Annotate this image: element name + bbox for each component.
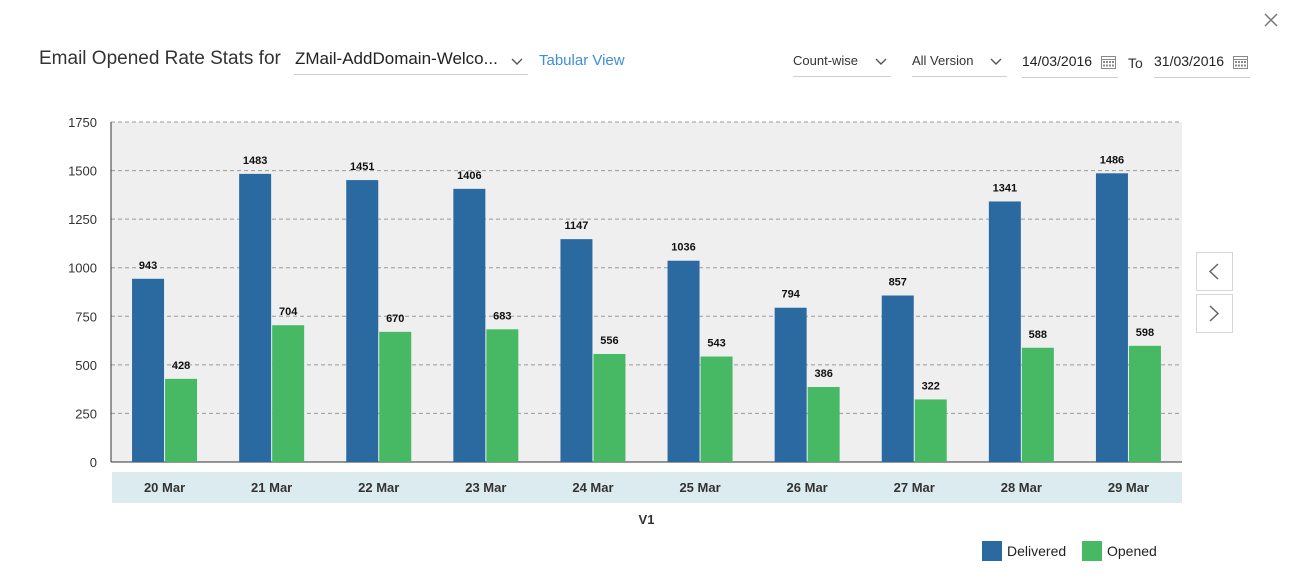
y-tick-label: 500 (75, 358, 97, 373)
y-tick-label: 1250 (68, 212, 97, 227)
bar-delivered (346, 180, 379, 462)
data-label-delivered: 794 (781, 289, 800, 301)
chevron-down-icon (875, 58, 887, 65)
chevron-left-icon (1208, 263, 1219, 280)
plot-area (111, 122, 1182, 462)
close-icon (1264, 13, 1278, 27)
bar-delivered (774, 307, 807, 462)
data-label-delivered: 1341 (993, 182, 1017, 194)
y-tick-label: 1500 (68, 164, 97, 179)
chevron-down-icon (511, 58, 523, 65)
x-tick-label: 27 Mar (894, 480, 935, 495)
bar-opened (272, 325, 305, 462)
bar-delivered (239, 173, 272, 463)
y-tick-label: 250 (75, 406, 97, 421)
legend-swatch-delivered (982, 541, 1002, 561)
tabular-view-link[interactable]: Tabular View (539, 52, 625, 69)
x-tick-label: 26 Mar (787, 480, 828, 495)
chevron-right-icon (1209, 305, 1220, 322)
prev-page-button[interactable] (1196, 252, 1233, 291)
x-axis-title: V1 (639, 512, 655, 527)
y-tick-label: 0 (90, 455, 97, 470)
x-tick-label: 23 Mar (465, 480, 506, 495)
data-label-delivered: 1147 (565, 220, 589, 232)
data-label-opened: 683 (493, 310, 511, 322)
bar-delivered (988, 201, 1021, 462)
legend-label-delivered: Delivered (1007, 543, 1067, 559)
data-label-opened: 556 (600, 335, 618, 347)
mode-select-value: Count-wise (793, 53, 859, 68)
bar-delivered (1095, 173, 1128, 462)
bar-delivered (560, 239, 593, 462)
data-label-opened: 428 (172, 360, 190, 372)
x-tick-label: 20 Mar (144, 480, 185, 495)
y-tick-label: 1750 (68, 115, 97, 130)
from-date-value: 14/03/2016 (1022, 53, 1093, 69)
data-label-opened: 322 (922, 380, 940, 392)
bar-opened (165, 378, 198, 462)
x-tick-label: 21 Mar (251, 480, 292, 495)
data-label-opened: 386 (814, 368, 832, 380)
bar-opened (1021, 347, 1054, 462)
x-tick-label: 28 Mar (1001, 480, 1042, 495)
data-label-delivered: 943 (139, 260, 157, 272)
bar-opened (807, 387, 840, 462)
mode-select[interactable]: Count-wise (793, 48, 891, 77)
next-page-button[interactable] (1196, 294, 1233, 333)
x-axis-band (112, 472, 1182, 503)
to-date-field[interactable]: 31/03/2016 (1154, 48, 1250, 78)
data-label-delivered: 1451 (350, 161, 374, 173)
data-label-opened: 598 (1136, 327, 1154, 339)
data-label-opened: 588 (1029, 329, 1047, 341)
close-button[interactable] (1262, 11, 1280, 29)
bar-opened (593, 353, 626, 462)
data-label-delivered: 1483 (243, 155, 267, 167)
bar-opened (1128, 345, 1161, 462)
x-tick-label: 25 Mar (679, 480, 720, 495)
calendar-icon[interactable] (1233, 55, 1248, 69)
data-label-delivered: 1486 (1100, 154, 1124, 166)
bar-delivered (667, 260, 700, 462)
bar-opened (486, 329, 519, 462)
data-label-opened: 704 (279, 306, 298, 318)
data-label-opened: 543 (707, 338, 725, 350)
campaign-select[interactable]: ZMail-AddDomain-Welco... (294, 46, 528, 75)
x-tick-label: 29 Mar (1108, 480, 1149, 495)
y-tick-label: 750 (75, 309, 97, 324)
legend-label-opened: Opened (1107, 543, 1157, 559)
campaign-select-value: ZMail-AddDomain-Welco... (295, 49, 498, 68)
legend-swatch-opened (1082, 541, 1102, 561)
data-label-opened: 670 (386, 313, 404, 325)
data-label-delivered: 1036 (671, 242, 695, 254)
calendar-icon[interactable] (1101, 55, 1116, 69)
version-select[interactable]: All Version (912, 48, 1007, 77)
chevron-down-icon (990, 58, 1002, 65)
bar-delivered (453, 188, 486, 462)
bar-delivered (132, 278, 165, 462)
x-tick-label: 24 Mar (572, 480, 613, 495)
bar-opened (379, 331, 412, 462)
bar-opened (700, 356, 733, 462)
from-date-field[interactable]: 14/03/2016 (1022, 48, 1118, 78)
version-select-value: All Version (912, 53, 974, 68)
bar-delivered (881, 295, 914, 462)
data-label-delivered: 1406 (457, 170, 481, 182)
page-title: Email Opened Rate Stats for (39, 48, 281, 69)
data-label-delivered: 857 (889, 276, 907, 288)
to-date-value: 31/03/2016 (1154, 53, 1225, 69)
bar-opened (914, 399, 947, 462)
x-tick-label: 22 Mar (358, 480, 399, 495)
to-label: To (1128, 55, 1143, 71)
y-tick-label: 1000 (68, 261, 97, 276)
